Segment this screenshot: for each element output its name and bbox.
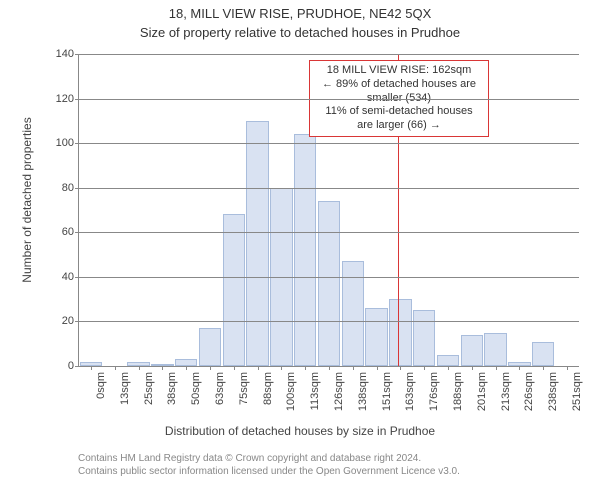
xtick-label: 63sqm (214, 372, 226, 405)
histogram-bar (294, 134, 316, 366)
ytick-mark (75, 99, 79, 100)
xtick-label: 226sqm (523, 372, 535, 411)
annotation-line: 11% of semi-detached houses are larger (… (316, 105, 482, 133)
xtick-mark (329, 366, 330, 370)
xtick-mark (258, 366, 259, 370)
chart-plot-area: 18 MILL VIEW RISE: 162sqm← 89% of detach… (78, 54, 579, 367)
xtick-mark (210, 366, 211, 370)
xtick-label: 251sqm (571, 372, 583, 411)
histogram-bar (365, 308, 387, 366)
ytick-mark (75, 143, 79, 144)
ytick-label: 60 (44, 226, 74, 238)
gridline (79, 143, 579, 144)
ytick-label: 0 (44, 360, 74, 372)
xtick-label: 138sqm (357, 372, 369, 411)
xtick-label: 188sqm (452, 372, 464, 411)
ytick-label: 100 (44, 137, 74, 149)
subtitle: Size of property relative to detached ho… (0, 25, 600, 40)
xtick-mark (234, 366, 235, 370)
xtick-mark (186, 366, 187, 370)
xtick-label: 238sqm (547, 372, 559, 411)
footer-line-1: Contains HM Land Registry data © Crown c… (78, 452, 460, 465)
annotation-line: 18 MILL VIEW RISE: 162sqm (316, 64, 482, 78)
xtick-label: 126sqm (333, 372, 345, 411)
xtick-label: 176sqm (428, 372, 440, 411)
xtick-mark (424, 366, 425, 370)
histogram-bar (413, 310, 435, 366)
xtick-label: 50sqm (190, 372, 202, 405)
gridline (79, 54, 579, 55)
gridline (79, 232, 579, 233)
xtick-label: 213sqm (500, 372, 512, 411)
histogram-bar (246, 121, 268, 366)
histogram-bar (175, 359, 197, 366)
xtick-mark (139, 366, 140, 370)
ytick-label: 120 (44, 93, 74, 105)
histogram-bar (484, 333, 506, 366)
annotation-line: ← 89% of detached houses are smaller (53… (316, 78, 482, 106)
xtick-label: 13sqm (119, 372, 131, 405)
xtick-mark (353, 366, 354, 370)
ytick-mark (75, 366, 79, 367)
xtick-label: 163sqm (404, 372, 416, 411)
xtick-label: 75sqm (238, 372, 250, 405)
y-axis-label: Number of detached properties (20, 100, 34, 300)
xtick-mark (496, 366, 497, 370)
xtick-mark (472, 366, 473, 370)
xtick-mark (567, 366, 568, 370)
ytick-label: 40 (44, 271, 74, 283)
histogram-bar (437, 355, 459, 366)
xtick-label: 88sqm (262, 372, 274, 405)
xtick-mark (115, 366, 116, 370)
footer-line-2: Contains public sector information licen… (78, 465, 460, 478)
xtick-label: 25sqm (143, 372, 155, 405)
histogram-bar (318, 201, 340, 366)
histogram-bar (199, 328, 221, 366)
ytick-mark (75, 277, 79, 278)
ytick-label: 140 (44, 48, 74, 60)
xtick-label: 0sqm (95, 372, 107, 399)
gridline (79, 188, 579, 189)
xtick-mark (448, 366, 449, 370)
xtick-label: 151sqm (381, 372, 393, 411)
histogram-bar (532, 342, 554, 367)
ytick-mark (75, 54, 79, 55)
ytick-label: 20 (44, 315, 74, 327)
histogram-bar (389, 299, 411, 366)
footer-attribution: Contains HM Land Registry data © Crown c… (78, 452, 460, 478)
xtick-label: 38sqm (166, 372, 178, 405)
ytick-mark (75, 321, 79, 322)
xtick-mark (305, 366, 306, 370)
ytick-mark (75, 188, 79, 189)
xtick-mark (91, 366, 92, 370)
gridline (79, 321, 579, 322)
histogram-bar (223, 214, 245, 366)
address-title: 18, MILL VIEW RISE, PRUDHOE, NE42 5QX (0, 6, 600, 21)
ytick-label: 80 (44, 182, 74, 194)
histogram-bar (461, 335, 483, 366)
xtick-label: 201sqm (476, 372, 488, 411)
xtick-mark (519, 366, 520, 370)
x-axis-label: Distribution of detached houses by size … (0, 424, 600, 438)
xtick-label: 100sqm (285, 372, 297, 411)
xtick-mark (281, 366, 282, 370)
gridline (79, 277, 579, 278)
xtick-mark (162, 366, 163, 370)
xtick-mark (377, 366, 378, 370)
xtick-mark (400, 366, 401, 370)
xtick-label: 113sqm (309, 372, 321, 410)
ytick-mark (75, 232, 79, 233)
gridline (79, 99, 579, 100)
xtick-mark (543, 366, 544, 370)
